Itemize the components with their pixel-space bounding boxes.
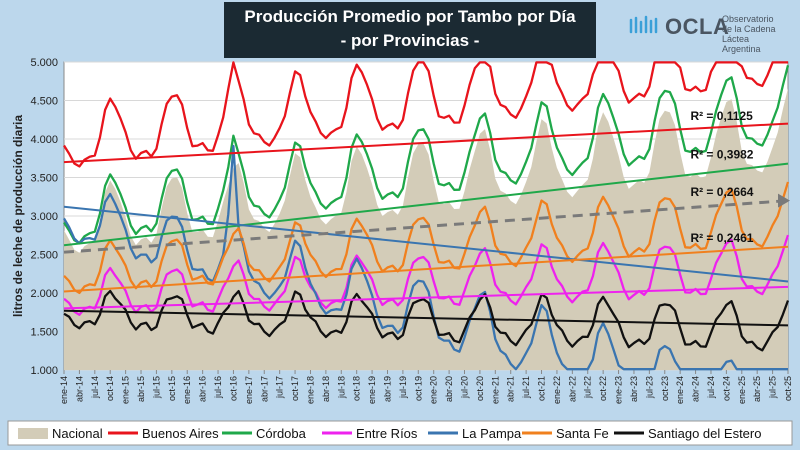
ocla-sub-line3: Argentina: [722, 44, 761, 54]
ocla-logo-word: OCLA: [665, 14, 730, 39]
legend-label: Nacional: [52, 426, 103, 441]
chart-title-line1: Producción Promedio por Tambo por Día: [244, 7, 576, 26]
x-tick-label: jul-22: [583, 376, 593, 399]
series-line-santa-fe: [63, 181, 790, 295]
r-squared-annotation: R² = 0,1125: [690, 109, 753, 123]
legend-label: Entre Ríos: [356, 426, 418, 441]
series-line-cordoba: [63, 65, 790, 245]
series-line-santiago-del-estero: [63, 289, 790, 352]
x-tick-label: abr-25: [752, 376, 762, 402]
r-squared-annotation: R² = 0,3982: [690, 147, 753, 161]
ocla-logo-subtitle: Observatorio de la Cadena Láctea Argenti…: [722, 14, 800, 54]
y-tick-label: 3.000: [30, 211, 58, 223]
r-squared-annotation: R² = 0,2664: [690, 185, 753, 199]
r-squared-annotation: R² = 0,2461: [690, 231, 753, 245]
legend-label: Córdoba: [256, 426, 307, 441]
y-tick-label: 3.500: [30, 173, 58, 185]
x-tick-label: jul-19: [398, 376, 408, 399]
x-tick-label: abr-14: [74, 376, 84, 402]
x-tick-label: jul-20: [460, 376, 470, 399]
x-tick-label: jul-21: [521, 376, 531, 399]
x-tick-label: jul-25: [768, 376, 778, 399]
trendline-la-pampa: [63, 205, 789, 283]
x-tick-label: abr-20: [444, 376, 454, 402]
x-tick-label: ene-14: [59, 376, 69, 404]
trendline-entre-rios: [63, 285, 789, 310]
x-tick-label: abr-21: [506, 376, 516, 402]
x-tick-label: oct-21: [537, 376, 547, 401]
legend-label: Santa Fe: [556, 426, 609, 441]
x-tick-label: ene-24: [675, 376, 685, 404]
trendline-santa-fe: [63, 245, 789, 293]
x-tick-label: abr-15: [136, 376, 146, 402]
x-tick-label: ene-22: [552, 376, 562, 404]
x-tick-label: abr-24: [691, 376, 701, 402]
chart-title-line2: - por Provincias -: [340, 31, 480, 50]
y-tick-label: 1.000: [30, 365, 58, 377]
x-tick-label: oct-24: [721, 376, 731, 401]
x-tick-label: oct-16: [228, 376, 238, 401]
trendline-nacional: [63, 199, 789, 254]
x-tick-label: oct-14: [105, 376, 115, 401]
x-tick-label: ene-19: [367, 376, 377, 404]
x-tick-label: ene-15: [121, 376, 131, 404]
legend-label: Santiago del Estero: [648, 426, 761, 441]
x-tick-label: oct-22: [598, 376, 608, 401]
x-tick-label: oct-23: [660, 376, 670, 401]
x-tick-label: oct-18: [352, 376, 362, 401]
x-tick-label: jul-23: [644, 376, 654, 399]
x-tick-label: jul-16: [213, 376, 223, 399]
x-tick-label: oct-19: [413, 376, 423, 401]
legend-label: La Pampa: [462, 426, 522, 441]
ocla-logo: OCLA Observatorio de la Cadena Láctea Ar…: [627, 10, 797, 54]
y-axis-label: litros de leche de producción diaria: [11, 115, 25, 317]
x-tick-label: oct-25: [783, 376, 793, 401]
series-area-nacional: [64, 88, 788, 371]
legend-swatch: [18, 428, 48, 439]
ocla-sub-line1: Observatorio: [722, 14, 774, 24]
x-tick-label: ene-17: [244, 376, 254, 404]
legend-box: [7, 420, 793, 446]
trendline-buenos-aires: [63, 122, 789, 164]
x-tick-label: oct-20: [475, 376, 485, 401]
legend-label: Buenos Aires: [142, 426, 219, 441]
x-tick-label: jul-24: [706, 376, 716, 399]
x-tick-label: ene-23: [614, 376, 624, 404]
y-tick-label: 4.500: [30, 96, 58, 108]
trendline-cordoba: [63, 162, 789, 247]
x-tick-label: abr-18: [321, 376, 331, 402]
x-tick-label: ene-25: [737, 376, 747, 404]
x-tick-label: abr-17: [259, 376, 269, 402]
y-tick-label: 1.500: [30, 327, 58, 339]
series-line-la-pampa: [63, 144, 788, 371]
x-tick-label: oct-15: [167, 376, 177, 401]
x-tick-label: abr-19: [382, 376, 392, 402]
x-tick-label: ene-20: [429, 376, 439, 404]
chart-title-box: Producción Promedio por Tambo por Día - …: [224, 2, 596, 58]
trendline-santiago-del-estero: [63, 309, 789, 327]
x-tick-label: ene-21: [490, 376, 500, 404]
ocla-waves-icon: [629, 15, 658, 34]
x-tick-label: jul-14: [90, 376, 100, 399]
x-tick-label: oct-17: [290, 376, 300, 401]
trendline-arrow-head: [778, 193, 790, 208]
x-tick-label: abr-16: [198, 376, 208, 402]
series-line-buenos-aires: [63, 61, 788, 168]
x-tick-label: jul-18: [336, 376, 346, 399]
x-tick-label: ene-16: [182, 376, 192, 404]
y-tick-label: 5.000: [30, 57, 58, 69]
x-tick-label: ene-18: [305, 376, 315, 404]
x-tick-label: jul-17: [275, 376, 285, 399]
x-tick-label: abr-22: [567, 376, 577, 402]
y-tick-label: 2.500: [30, 250, 58, 262]
x-tick-label: abr-23: [629, 376, 639, 402]
y-tick-label: 2.000: [30, 288, 58, 300]
y-tick-label: 4.000: [30, 134, 58, 146]
ocla-sub-line2: de la Cadena Láctea: [722, 24, 776, 44]
x-tick-label: jul-15: [151, 376, 161, 399]
